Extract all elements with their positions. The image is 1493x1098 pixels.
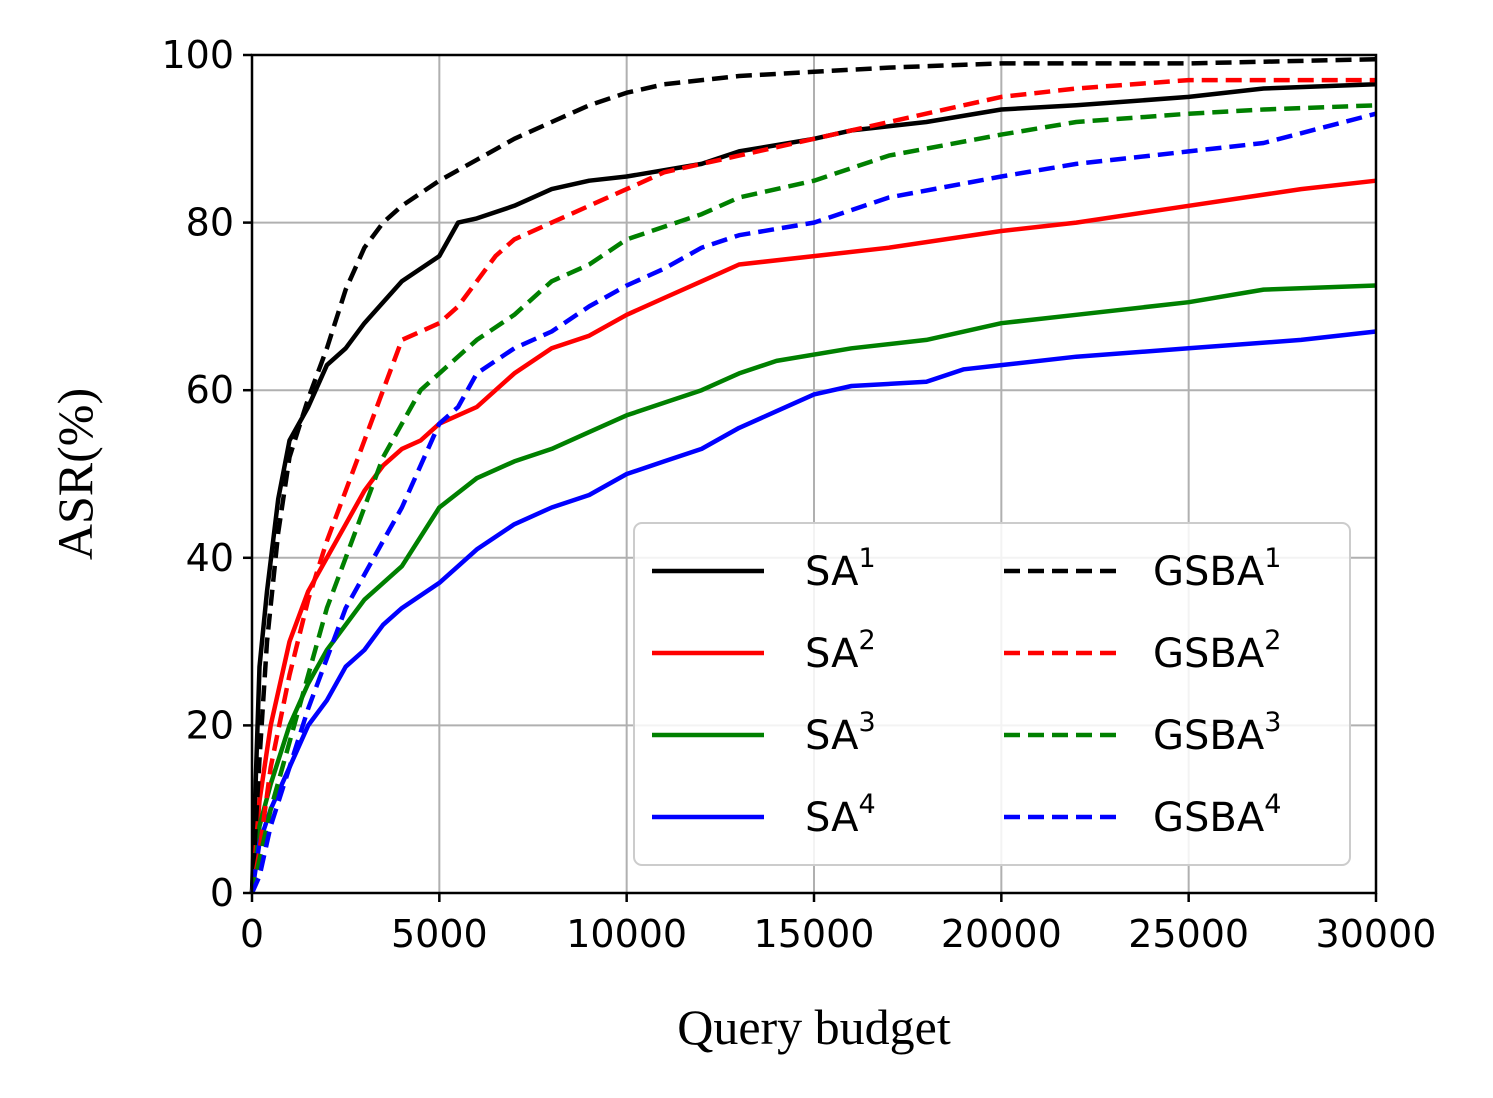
x-tick-label: 0 [240, 912, 264, 956]
legend-label: SA4 [805, 789, 876, 841]
legend-box [633, 522, 1351, 866]
x-tick-label: 20000 [941, 912, 1062, 956]
series-lines [249, 56, 1377, 894]
legend-label: GSBA4 [1153, 789, 1281, 841]
x-axis-title: Query budget [677, 999, 951, 1055]
y-tick-label: 20 [186, 703, 234, 747]
y-tick-label: 100 [161, 33, 234, 77]
legend-label: SA3 [805, 707, 876, 759]
legend-label: SA2 [805, 625, 876, 677]
x-tick-label: 5000 [391, 912, 488, 956]
y-tick-label: 40 [186, 536, 234, 580]
series-line-gsba4 [249, 111, 1377, 894]
x-tick-label: 15000 [754, 912, 875, 956]
legend-label: GSBA1 [1153, 543, 1281, 595]
y-tick-label: 0 [210, 871, 234, 915]
legend: SA1 SA2 SA3 SA4 GSBA1 GSBA2 GSBA3 GSBA4 [633, 522, 1351, 866]
y-tick-label: 60 [186, 368, 234, 412]
series-line-sa1 [249, 82, 1377, 894]
series-line-sa3 [249, 283, 1377, 894]
y-tick-label: 80 [186, 201, 234, 245]
x-tick-label: 10000 [566, 912, 687, 956]
series-line-gsba3 [249, 103, 1377, 894]
series-line-gsba2 [249, 77, 1376, 894]
x-tick-label: 30000 [1316, 912, 1437, 956]
series-line-gsba1 [249, 56, 1377, 894]
legend-label: GSBA2 [1153, 625, 1281, 677]
legend-label: SA1 [805, 543, 876, 595]
legend-label: GSBA3 [1153, 707, 1281, 759]
y-axis-title: ASR(%) [47, 388, 103, 560]
axis-ticks: 0 5000 10000 15000 20000 25000 30000 0 20 40 60 80 1… [161, 33, 1436, 956]
x-tick-label: 25000 [1128, 912, 1249, 956]
series-line-sa4 [249, 329, 1377, 894]
